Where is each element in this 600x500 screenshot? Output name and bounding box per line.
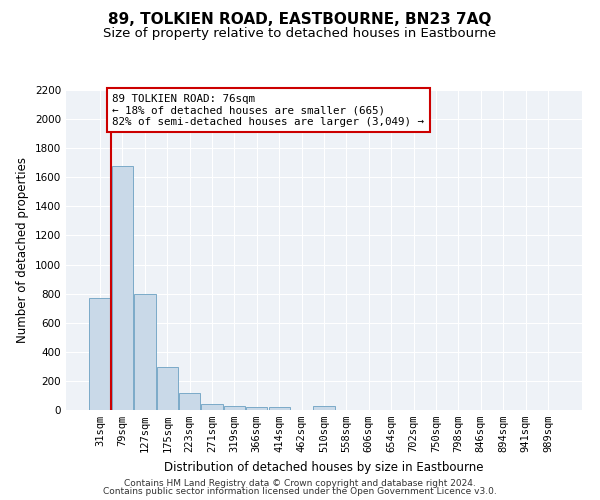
Text: 89, TOLKIEN ROAD, EASTBOURNE, BN23 7AQ: 89, TOLKIEN ROAD, EASTBOURNE, BN23 7AQ [109,12,491,28]
Y-axis label: Number of detached properties: Number of detached properties [16,157,29,343]
Bar [246,407,268,410]
Text: 89 TOLKIEN ROAD: 76sqm
← 18% of detached houses are smaller (665)
82% of semi-de: 89 TOLKIEN ROAD: 76sqm ← 18% of detached… [112,94,424,127]
Bar [112,166,133,410]
Bar [224,406,245,410]
X-axis label: Distribution of detached houses by size in Eastbourne: Distribution of detached houses by size … [164,460,484,473]
Bar [134,294,155,410]
Bar [157,367,178,410]
Bar [269,407,290,410]
Text: Contains HM Land Registry data © Crown copyright and database right 2024.: Contains HM Land Registry data © Crown c… [124,478,476,488]
Bar [179,394,200,410]
Bar [89,298,111,410]
Text: Contains public sector information licensed under the Open Government Licence v3: Contains public sector information licen… [103,487,497,496]
Text: Size of property relative to detached houses in Eastbourne: Size of property relative to detached ho… [103,28,497,40]
Bar [202,404,223,410]
Bar [313,406,335,410]
